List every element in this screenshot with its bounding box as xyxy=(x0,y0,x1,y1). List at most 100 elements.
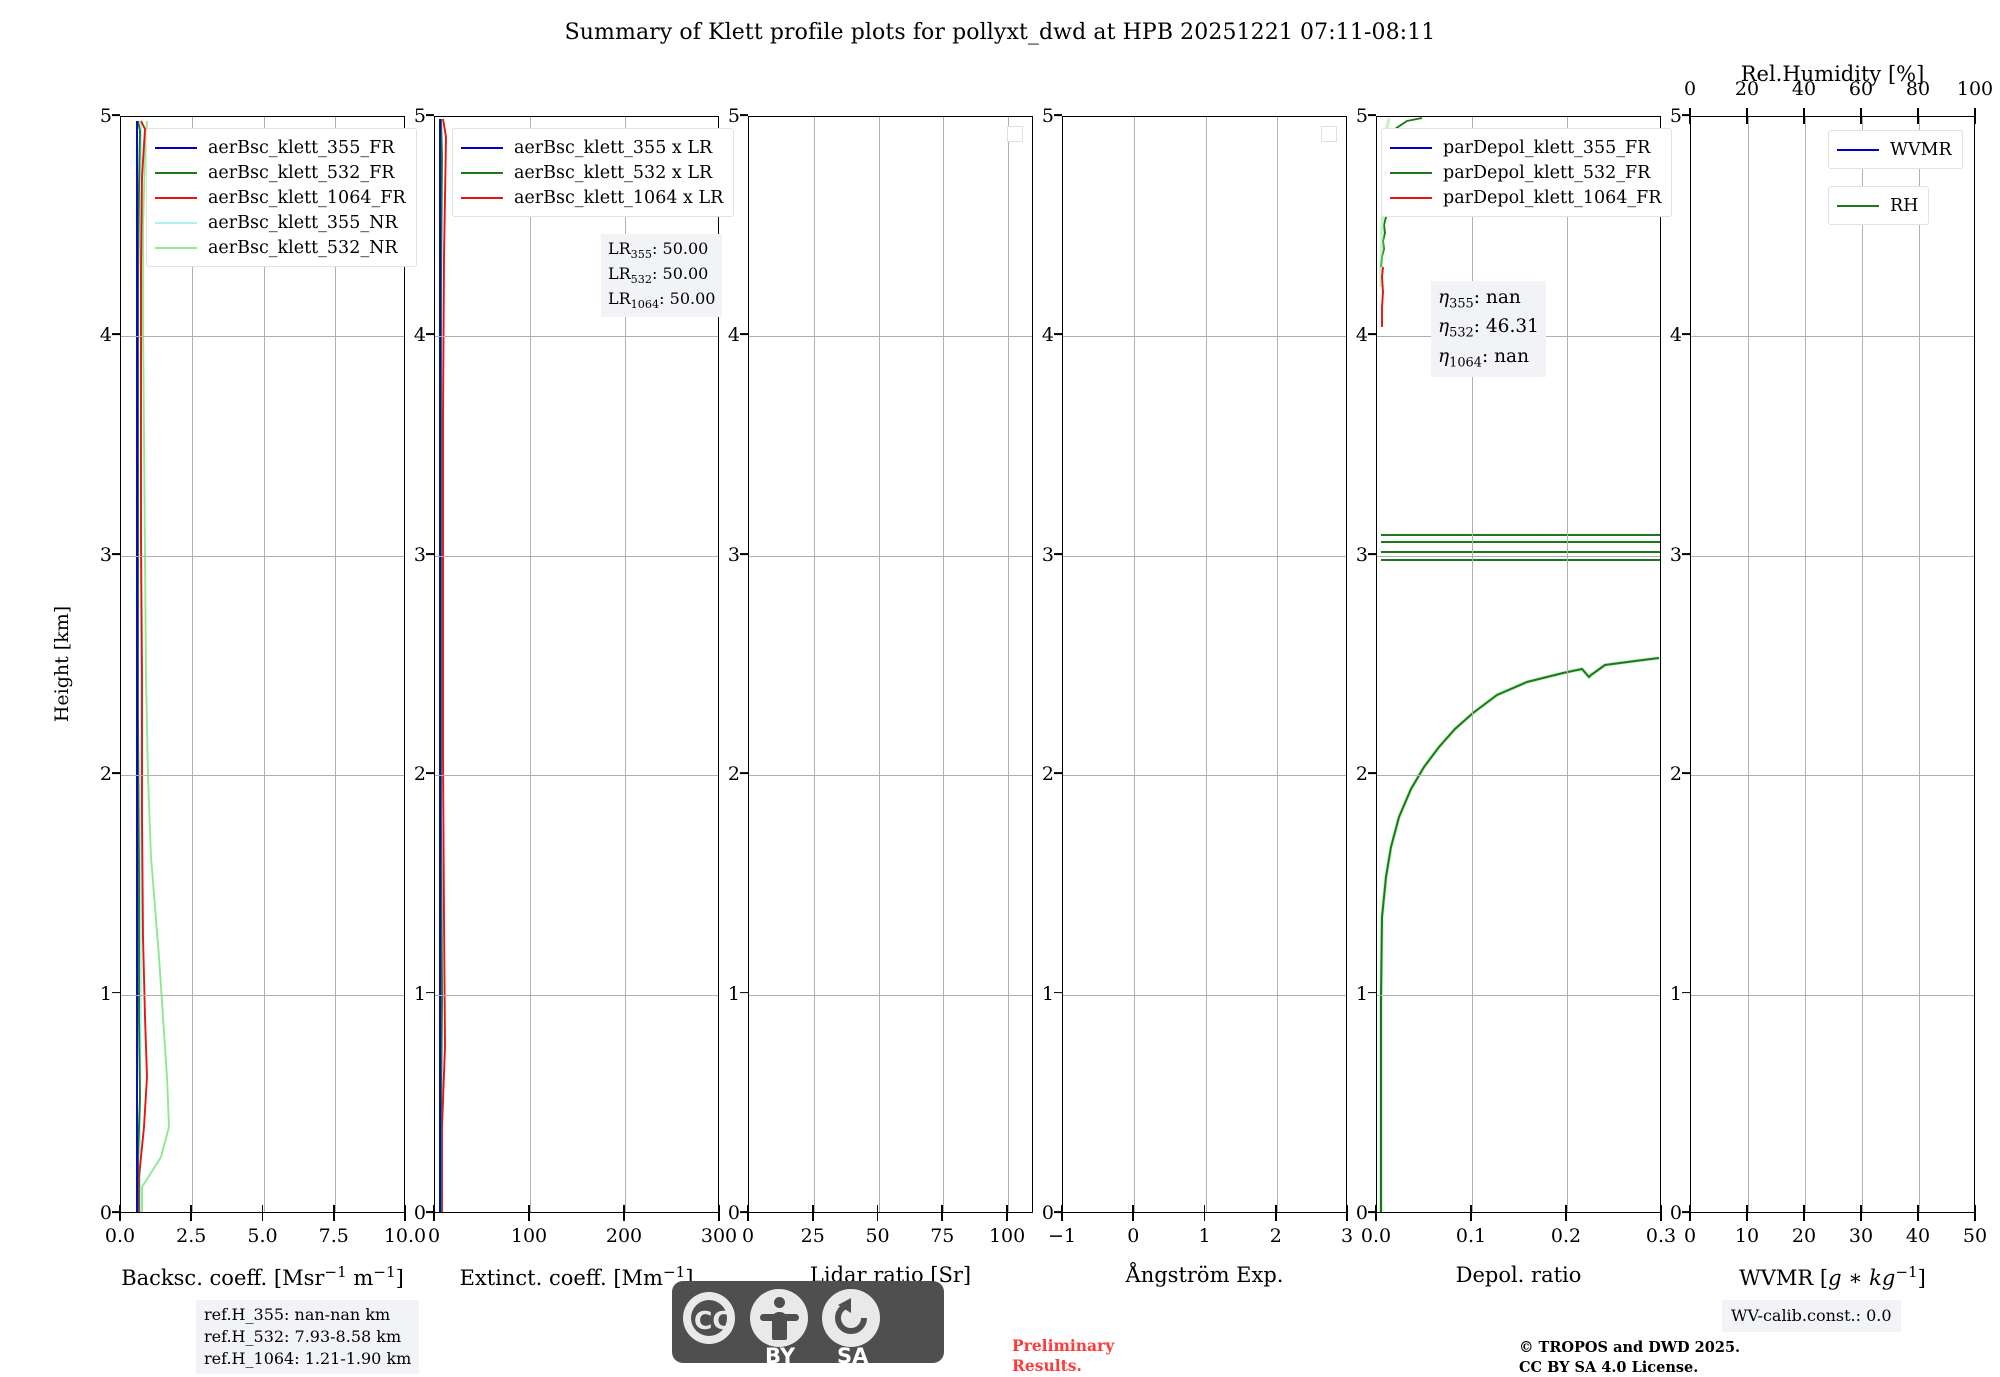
legend-wvmr[interactable]: WVMR xyxy=(1828,130,1963,169)
gridline-x4 xyxy=(1919,117,1920,1212)
gridline-x3 xyxy=(1276,117,1278,1212)
y-tick-label: 2 xyxy=(1355,763,1368,786)
y-tick-mark xyxy=(1368,333,1376,336)
legend-label: WVMR xyxy=(1890,139,1952,160)
y-tick-label: 2 xyxy=(1669,763,1682,786)
y-tick-mark xyxy=(426,114,434,116)
gridline-x2 xyxy=(263,117,265,1212)
y-tick-mark xyxy=(1682,1211,1690,1213)
x-tick-label: 0 xyxy=(1683,1225,1697,1247)
cc-license-badge[interactable]: CC BY SA xyxy=(672,1281,944,1368)
legend-rh[interactable]: RH xyxy=(1828,186,1930,225)
legend-color-swatch xyxy=(155,146,197,149)
rh-tick-label: 60 xyxy=(1848,78,1874,100)
backscatter-curves xyxy=(136,120,170,1212)
y-tick-mark xyxy=(740,333,748,336)
x-tick-mark xyxy=(1565,1205,1567,1221)
gridline-y1 xyxy=(1691,994,1974,996)
y-tick-label: 3 xyxy=(1041,543,1054,566)
gridline-y1 xyxy=(435,994,718,996)
legend-lidar-ratio[interactable] xyxy=(1007,126,1023,142)
legend-color-swatch xyxy=(1390,196,1432,199)
gridline-x1 xyxy=(1472,117,1473,1212)
x-tick-mark xyxy=(1660,1205,1662,1221)
x-tick-mark xyxy=(1203,1205,1206,1221)
copyright-line: CC BY SA 4.0 License. xyxy=(1519,1358,1699,1376)
x-tick-mark xyxy=(261,1205,264,1221)
gridline-y3 xyxy=(435,555,718,557)
gridline-y3 xyxy=(1377,555,1660,557)
legend-depol-ratio[interactable]: parDepol_klett_355_FR parDepol_klett_532_… xyxy=(1381,128,1673,217)
annotation-line: LR532: 50.00 xyxy=(608,263,709,287)
rh-tick-label: 0 xyxy=(1683,78,1697,100)
x-tick-mark xyxy=(1375,1205,1377,1221)
y-tick-mark xyxy=(1682,552,1690,555)
legend-entry: aerBsc_klett_532_FR xyxy=(155,160,406,185)
y-tick-mark xyxy=(426,991,434,994)
x-tick-mark xyxy=(1061,1205,1063,1221)
gridline-x2 xyxy=(1805,117,1806,1212)
legend-entry: aerBsc_klett_355_NR xyxy=(155,210,406,235)
y-tick-mark xyxy=(1368,772,1376,775)
x-axis-title: Ångström Exp. xyxy=(1125,1263,1284,1287)
legend-color-swatch xyxy=(461,196,503,199)
legend-color-swatch xyxy=(155,171,197,174)
legend-color-swatch xyxy=(155,246,197,249)
y-tick-mark xyxy=(740,772,748,775)
y-tick-label: 0 xyxy=(413,1202,426,1224)
legend-label: RH xyxy=(1890,195,1919,216)
gridline-x1 xyxy=(192,117,194,1212)
gridline-y2 xyxy=(435,775,718,777)
legend-entry: aerBsc_klett_355_FR xyxy=(155,135,406,160)
y-tick-mark xyxy=(112,1211,120,1213)
annotation-line: LR1064: 50.00 xyxy=(608,288,716,312)
x-tick-mark xyxy=(1860,1205,1862,1221)
y-tick-label: 1 xyxy=(1669,982,1682,1005)
gridline-x2 xyxy=(1567,117,1568,1212)
gridline-x2 xyxy=(625,117,626,1212)
gridline-y1 xyxy=(1377,994,1660,996)
legend-label: aerBsc_klett_532_FR xyxy=(208,162,395,183)
x-tick-label: 75 xyxy=(930,1225,955,1247)
legend-entry: aerBsc_klett_1064 x LR xyxy=(461,185,723,210)
y-tick-mark xyxy=(740,552,748,555)
gridline-x1 xyxy=(813,117,815,1212)
annotation-line: η1064: nan xyxy=(1438,345,1530,371)
legend-label: parDepol_klett_1064_FR xyxy=(1443,187,1662,208)
y-tick-label: 0 xyxy=(727,1202,740,1224)
annotation-line: η532: 46.31 xyxy=(1438,316,1539,342)
y-tick-mark xyxy=(426,333,434,336)
gridline-y3 xyxy=(121,555,404,557)
y-tick-label: 4 xyxy=(1041,324,1054,347)
x-tick-label: 0.3 xyxy=(1645,1225,1677,1247)
y-tick-mark xyxy=(1368,552,1376,555)
y-tick-mark xyxy=(1054,772,1062,775)
y-tick-label: 5 xyxy=(727,105,740,127)
reference-height-line: ref.H_1064: 1.21-1.90 km xyxy=(204,1349,412,1369)
y-tick-label: 1 xyxy=(413,982,426,1005)
y-tick-label: 3 xyxy=(413,543,426,566)
y-tick-label: 0 xyxy=(1355,1202,1368,1224)
gridline-x1 xyxy=(1748,117,1749,1212)
legend-label: aerBsc_klett_355_NR xyxy=(208,212,398,233)
x-tick-label: 100 xyxy=(510,1225,548,1247)
y-tick-mark xyxy=(1054,552,1062,555)
y-tick-label: 2 xyxy=(1041,763,1054,786)
x-tick-mark xyxy=(1346,1205,1348,1221)
x-axis-title: Backsc. coeff. [Msr−1 m−1] xyxy=(121,1263,404,1290)
gridline-y2 xyxy=(1377,775,1660,777)
x-tick-mark xyxy=(623,1205,625,1221)
reference-height-line: ref.H_355: nan-nan km xyxy=(204,1305,391,1324)
y-tick-label: 3 xyxy=(1355,543,1368,566)
legend-color-swatch xyxy=(155,196,197,199)
x-tick-mark xyxy=(1803,1205,1805,1221)
y-tick-mark xyxy=(1682,991,1690,994)
legend-entry: parDepol_klett_355_FR xyxy=(1390,135,1661,160)
y-tick-mark xyxy=(112,772,120,775)
x-tick-label: 3 xyxy=(1340,1225,1354,1247)
legend-extinction[interactable]: aerBsc_klett_355 x LR aerBsc_klett_532 x … xyxy=(452,128,735,217)
legend-color-swatch xyxy=(461,171,503,174)
legend-angstroem[interactable] xyxy=(1321,126,1337,142)
